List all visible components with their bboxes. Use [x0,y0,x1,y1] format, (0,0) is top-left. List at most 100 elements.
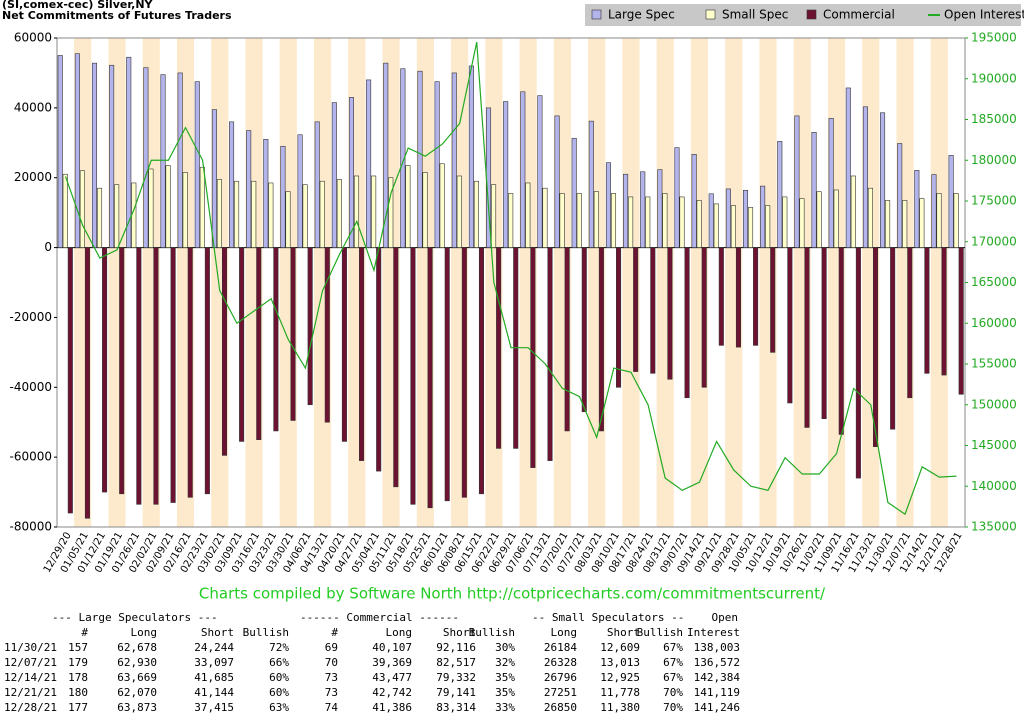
bar [542,187,548,248]
bar [194,81,200,248]
group-header: Open [712,611,739,624]
bar [581,247,587,413]
bar [496,247,502,449]
legend-swatch [591,9,602,20]
bar [554,115,560,248]
y-tick-label: -80000 [9,520,52,534]
y2-tick-label: 140000 [971,479,1017,493]
bar [336,179,342,248]
credit: Charts compiled by Software North http:/… [199,585,826,603]
cell: 43,477 [372,671,412,684]
bar [628,196,634,248]
bar [593,191,599,248]
bar [880,112,886,248]
bar [422,172,428,248]
bar [838,247,844,435]
bar [645,196,651,248]
bar [931,174,937,248]
bar [251,180,257,248]
stripe [656,38,674,527]
bar [57,55,63,248]
bar [199,166,205,248]
bar [451,72,457,248]
bar [855,247,861,479]
group-header: --- Large Speculators --- [52,611,218,624]
bar [907,247,913,399]
cell: 92,116 [436,641,476,654]
bar [787,247,793,404]
cell: 33% [495,701,515,714]
bar [610,193,617,248]
bar [890,247,896,430]
bar [713,203,719,248]
bar [564,247,570,432]
bar [958,247,964,395]
bar [799,198,805,248]
row-date: 11/30/21 [4,641,57,654]
bar [605,162,611,248]
bar [182,172,188,248]
bar [679,196,685,248]
bar [79,170,85,248]
bar [410,247,416,505]
cell: 24,244 [194,641,234,654]
y-tick-label: 60000 [14,31,52,45]
cell: 142,384 [694,671,741,684]
y2-tick-label: 160000 [971,316,1017,330]
bar [456,175,462,248]
legend-swatch [806,9,817,20]
cell: 74 [325,701,339,714]
stripe [930,38,948,527]
bar [718,247,724,346]
bar [872,247,879,447]
cell: 72% [269,641,289,654]
bar [684,247,690,399]
cell: 67% [663,641,683,654]
bar [897,143,903,248]
bar [246,130,252,248]
bar [701,247,707,388]
cell: 26184 [544,641,577,654]
cell: 32% [495,656,515,669]
cell: 13,013 [600,656,640,669]
bar [136,247,142,505]
bar [297,134,303,248]
cell: 63,669 [117,671,157,684]
bar [388,177,394,248]
bar [285,191,291,248]
bar [234,180,240,248]
bar [256,247,262,440]
y-tick-label: 0 [44,240,52,254]
bar [468,65,474,248]
bar [331,102,337,248]
bar [91,62,98,248]
chart-subtitle: Net Commitments of Futures Traders [2,9,232,22]
cell: 73 [325,686,338,699]
y-tick-label: -40000 [9,380,52,394]
bar [885,200,891,248]
bar [478,247,485,495]
column-header: Long [551,626,578,639]
bar [239,247,245,442]
cell: 177 [68,701,88,714]
bar [348,97,354,248]
bar [914,170,920,248]
bar [953,193,959,248]
bar [525,182,531,248]
bar [74,53,80,248]
bar [598,247,604,432]
cell: 41,685 [194,671,234,684]
cell: 73 [325,671,338,684]
group-header: -- Small Speculators -- [532,611,684,624]
cell: 79,141 [436,686,476,699]
cell: 178 [68,671,88,684]
column-header: Short [443,626,476,639]
cell: 136,572 [694,656,740,669]
legend-label: Open Interest [944,8,1024,22]
bar [67,247,73,514]
cell: 11,380 [600,701,640,714]
column-header: Bullish [243,626,289,639]
cell: 33,097 [194,656,234,669]
column-header: Short [201,626,234,639]
column-header: Short [607,626,640,639]
